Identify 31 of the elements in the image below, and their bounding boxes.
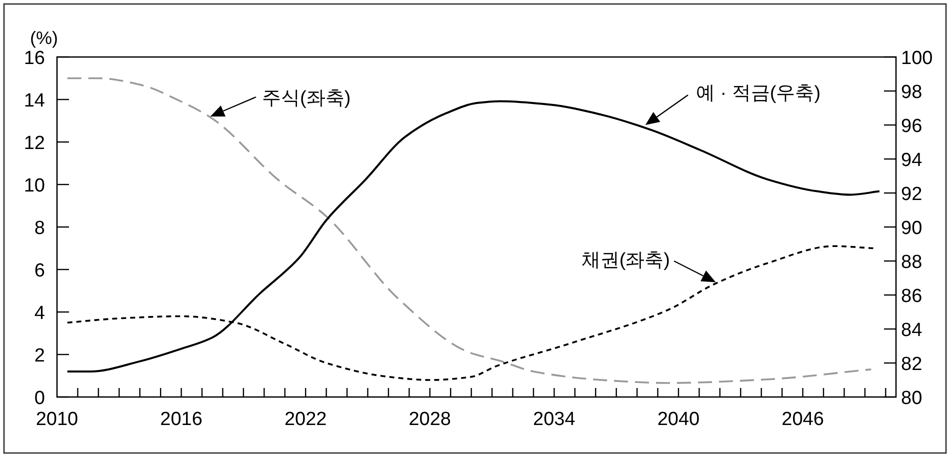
x-tick-label: 2028	[408, 409, 452, 430]
y-tick-label: 16	[24, 48, 45, 69]
y2-tick-label: 90	[901, 218, 922, 239]
y2-tick-label: 82	[901, 354, 922, 375]
x-tick-label: 2016	[160, 409, 202, 430]
x-tick-label: 2040	[657, 409, 700, 430]
annotation: 채권(좌축)	[581, 250, 670, 271]
annotation: 주식(좌축)	[262, 88, 351, 109]
y2-tick-label: 80	[901, 388, 922, 409]
y2-tick-label: 86	[901, 286, 922, 307]
y2-tick-label: 98	[901, 82, 922, 103]
y-tick-label: 12	[24, 133, 45, 154]
y-tick-label: 4	[34, 303, 46, 324]
y-tick-label: 14	[24, 90, 46, 112]
y2-tick-label: 94	[901, 150, 923, 171]
y-tick-label: 6	[34, 260, 45, 282]
y2-tick-label: 84	[901, 320, 923, 341]
y2-tick-label: 88	[901, 252, 922, 273]
y2-tick-label: 100	[901, 48, 933, 69]
y-tick-label: 0	[34, 388, 45, 409]
x-tick-label: 2022	[284, 409, 327, 430]
x-tick-label: 2034	[533, 409, 576, 430]
y2-tick-label: 96	[901, 116, 922, 137]
y-tick-label: 2	[34, 346, 45, 366]
y-tick-label: 8	[34, 218, 45, 239]
y-axis-title: (%)	[30, 28, 58, 48]
y2-tick-label: 92	[901, 184, 922, 205]
y-tick-label: 10	[24, 176, 45, 196]
x-tick-label: 2010	[36, 409, 78, 430]
x-tick-label: 2046	[782, 409, 824, 430]
annotation: 예 · 적금(우축)	[696, 83, 821, 104]
